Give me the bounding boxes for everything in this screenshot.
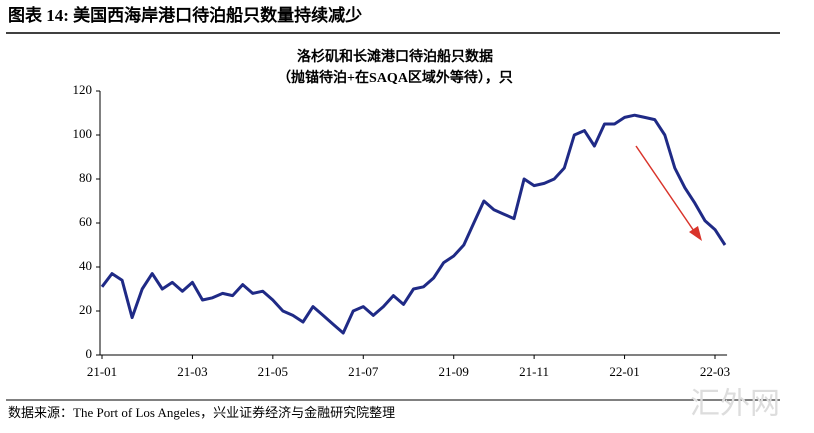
y-tick-label: 80 [79, 170, 92, 185]
watermark: 汇外网 [690, 387, 780, 422]
y-tick-label: 100 [73, 126, 93, 141]
y-tick-label: 20 [79, 302, 92, 317]
source: 数据来源：The Port of Los Angeles，兴业证券经济与金融研究… [8, 405, 395, 420]
chart-title: 洛杉矶和长滩港口待泊船只数据 [297, 48, 493, 65]
x-tick-label: 21-11 [519, 364, 549, 379]
trend-arrow [635, 145, 697, 235]
chart-subtitle: （抛锚待泊+在SAQA区域外等待），只 [277, 69, 513, 86]
y-tick-label: 120 [73, 82, 93, 97]
data-line [100, 113, 727, 335]
x-tick-label: 21-05 [258, 364, 288, 379]
trend-arrow-head [689, 226, 702, 241]
x-tick-label: 21-01 [87, 364, 117, 379]
x-tick-label: 21-07 [348, 364, 379, 379]
x-tick-label: 21-03 [177, 364, 207, 379]
y-tick-label: 60 [79, 214, 92, 229]
y-tick-label: 0 [86, 346, 93, 361]
header: 图表 14: 美国西海岸港口待泊船只数量持续减少 [8, 5, 362, 25]
x-tick-label: 22-03 [700, 364, 730, 379]
x-tick-label: 21-09 [439, 364, 469, 379]
x-tick-label: 22-01 [609, 364, 639, 379]
y-tick-label: 40 [79, 258, 92, 273]
